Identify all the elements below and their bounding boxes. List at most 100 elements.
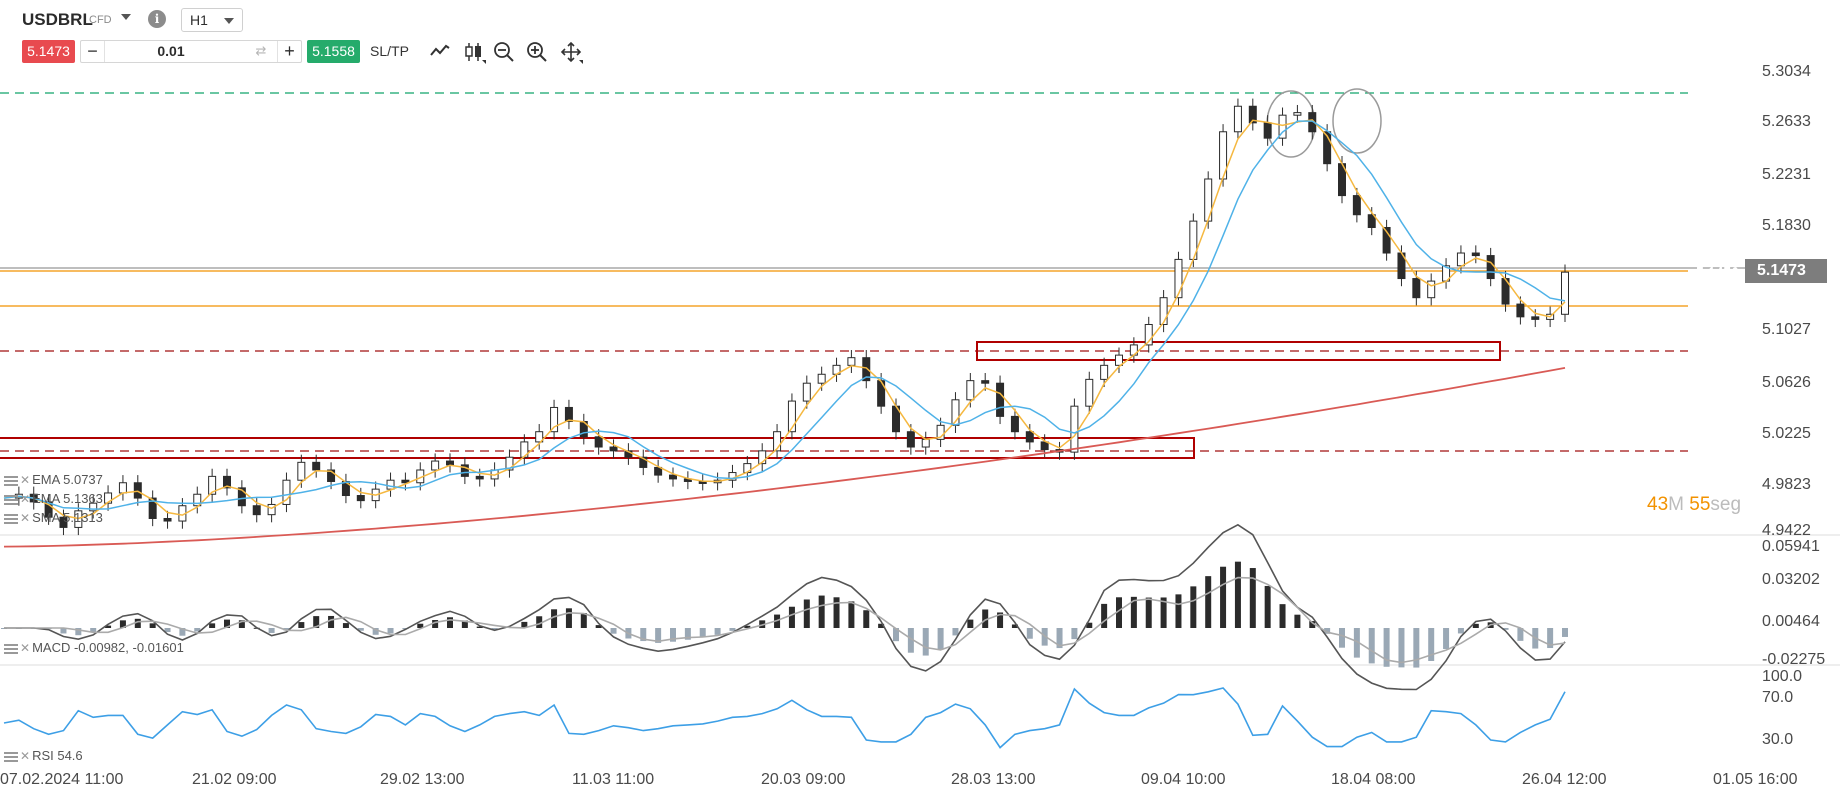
macd-histogram-bar	[580, 613, 587, 628]
macd-histogram-bar	[1502, 628, 1509, 630]
macd-histogram-bar	[1264, 585, 1271, 628]
candle-body	[906, 431, 915, 448]
candle-body	[1352, 195, 1361, 216]
menu-icon[interactable]	[4, 494, 18, 505]
zoom-out-icon[interactable]	[492, 40, 516, 64]
candle-body	[1323, 131, 1332, 165]
candle-body	[89, 502, 98, 512]
candle-body	[773, 431, 782, 452]
candle-body	[327, 469, 336, 482]
pan-move-icon[interactable]	[559, 40, 583, 64]
macd-histogram-bar	[1398, 628, 1405, 668]
date-tick: 21.02 09:00	[192, 771, 277, 788]
level-badge-5.0072[interactable]: 5.0072	[1696, 443, 1739, 459]
level-badge-5.1196[interactable]: 5.1196	[1696, 298, 1739, 314]
candle-body	[862, 357, 871, 382]
ema-fast-legend[interactable]: ✕ EMA 5.0737	[4, 472, 103, 487]
candle-body	[163, 517, 172, 522]
sma-line	[3, 367, 1566, 548]
close-icon[interactable]: ✕	[20, 641, 31, 655]
symbol-name[interactable]: USDBRL	[22, 10, 93, 29]
candle-body	[1531, 316, 1540, 320]
symbol-dropdown-icon[interactable]	[121, 14, 131, 20]
candle-countdown: 43M 55seg	[1647, 494, 1741, 516]
candle-body	[1456, 252, 1465, 267]
macd-histogram-bar	[60, 628, 67, 634]
macd-histogram-bar	[893, 628, 899, 642]
date-tick: 18.04 08:00	[1331, 771, 1416, 788]
macd-histogram-bar	[714, 628, 721, 635]
increase-quantity-button[interactable]: +	[277, 41, 301, 62]
sma-legend[interactable]: ✕ SMA 5.1313	[4, 510, 103, 525]
macd-histogram-bar	[952, 628, 959, 636]
macd-histogram-bar	[1457, 628, 1464, 634]
candle-body	[386, 479, 395, 490]
chart-series	[1, 98, 1569, 749]
buy-button[interactable]: 5.1558	[307, 40, 360, 63]
double-top-circle-right[interactable]	[1332, 88, 1382, 154]
candlestick-icon[interactable]	[462, 40, 486, 64]
close-icon[interactable]: ✕	[20, 749, 31, 763]
macd-histogram-bar	[878, 623, 885, 628]
candle-body	[1382, 226, 1391, 254]
quantity-input[interactable]: 0.01	[157, 43, 185, 59]
macd-histogram-bar	[432, 620, 439, 628]
close-icon[interactable]: ✕	[20, 473, 31, 487]
macd-histogram-bar	[640, 628, 647, 642]
price-tick: 5.0626	[1762, 374, 1811, 391]
timeframe-select[interactable]: H1	[181, 8, 243, 32]
candle-body	[1516, 303, 1525, 318]
macd-histogram-bar	[1294, 614, 1301, 628]
close-icon[interactable]: ✕	[20, 511, 31, 525]
macd-histogram-bar	[833, 597, 840, 628]
zoom-in-icon[interactable]	[525, 40, 549, 64]
sltp-button[interactable]: SL/TP	[370, 43, 409, 59]
candle-body	[133, 482, 142, 499]
macd-tick: 0.00464	[1762, 613, 1820, 630]
macd-signal-line	[4, 576, 1566, 664]
candle-body	[1159, 297, 1168, 325]
candle-body	[267, 503, 276, 516]
candle-body	[787, 400, 796, 433]
rsi-tick: 70.0	[1762, 689, 1793, 706]
price-tick: 4.9422	[1762, 522, 1811, 539]
close-icon[interactable]: ✕	[20, 492, 31, 506]
level-badge-5.1456[interactable]: 5.1456	[1696, 264, 1739, 280]
macd-legend[interactable]: ✕ MACD -0.00982, -0.01601	[4, 640, 184, 655]
menu-icon[interactable]	[4, 643, 18, 654]
candle-body	[921, 438, 930, 448]
macd-line	[4, 523, 1566, 691]
candle-body	[966, 380, 975, 401]
sell-button[interactable]: 5.1473	[22, 40, 75, 63]
chevron-down-icon	[224, 18, 234, 24]
macd-histogram-bar	[1368, 628, 1375, 664]
candle-body	[1085, 378, 1094, 407]
candle-body	[1471, 252, 1480, 257]
rsi-legend[interactable]: ✕ RSI 54.6	[4, 748, 83, 763]
menu-icon[interactable]	[4, 475, 18, 486]
menu-icon[interactable]	[4, 751, 18, 762]
quantity-stepper: − 0.01 ⇄ +	[80, 40, 302, 63]
timer-seconds-unit: seg	[1710, 494, 1742, 515]
resistance-zone-box[interactable]	[976, 341, 1501, 361]
swap-icon[interactable]: ⇄	[255, 43, 267, 58]
price-tick: 5.2231	[1762, 166, 1811, 183]
decrease-quantity-button[interactable]: −	[81, 41, 105, 62]
macd-histogram-bar	[1071, 628, 1078, 640]
macd-histogram-bar	[922, 628, 929, 656]
ema-slow-legend[interactable]: ✕ EMA 5.1363	[4, 491, 103, 506]
info-icon[interactable]: i	[148, 10, 166, 28]
instrument-type: CFD	[89, 14, 112, 26]
macd-histogram-bar	[536, 616, 543, 628]
level-badge-5.0852[interactable]: 5.0852	[1696, 343, 1739, 359]
candle-body	[1070, 405, 1079, 453]
menu-icon[interactable]	[4, 513, 18, 524]
macd-histogram-bar	[90, 628, 97, 633]
macd-histogram-bar	[1413, 628, 1420, 668]
current-price-badge: 5.1473	[1745, 259, 1827, 283]
line-chart-icon[interactable]	[428, 40, 452, 64]
macd-histogram-bar	[342, 623, 349, 628]
level-badge-5.2850[interactable]: 5.2850	[1696, 85, 1739, 101]
macd-histogram-bar	[238, 620, 245, 628]
